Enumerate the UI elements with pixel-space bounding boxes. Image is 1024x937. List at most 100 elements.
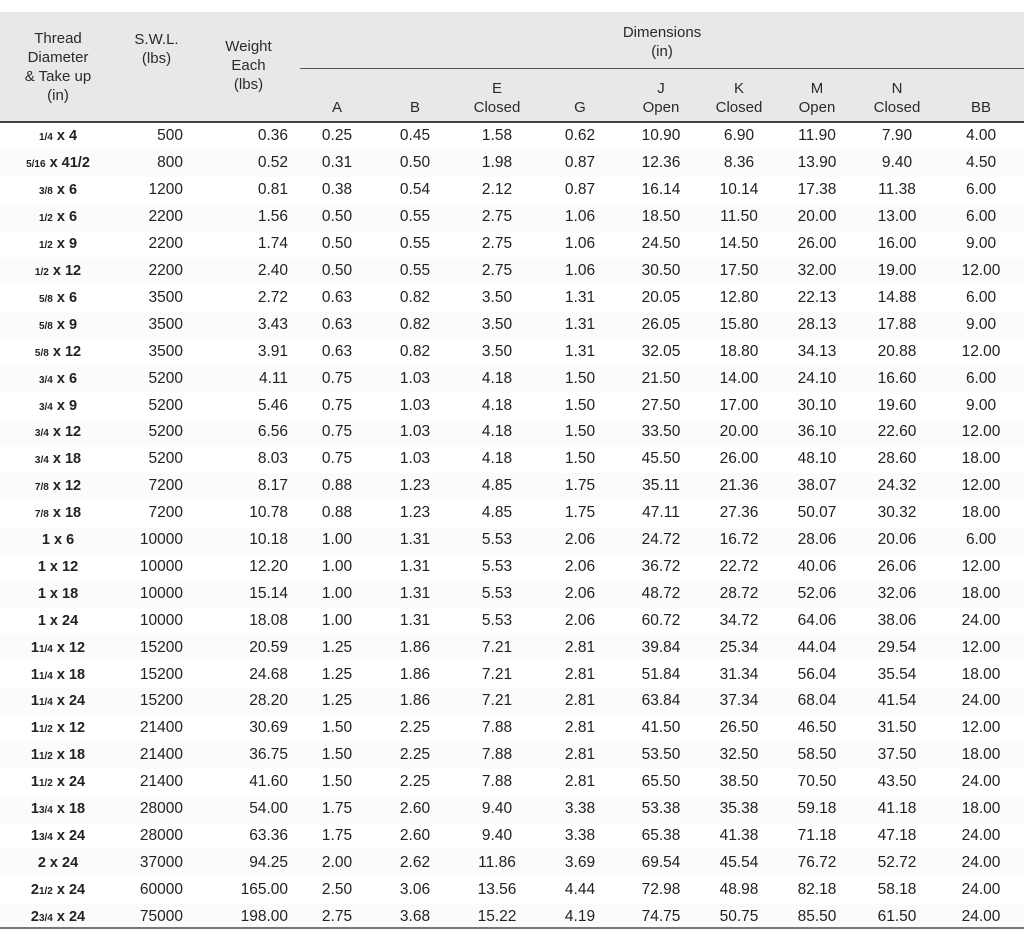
dim-n-cell: 32.06 bbox=[856, 580, 938, 608]
weight-cell: 198.00 bbox=[197, 903, 300, 931]
dim-j-cell: 26.05 bbox=[622, 311, 700, 339]
thread-size-cell: 5/8 x 6 bbox=[0, 284, 116, 311]
thread-frac: 1/2 bbox=[38, 724, 53, 736]
dim-b-cell: 1.03 bbox=[374, 365, 456, 393]
thread-size-cell: 5/8 x 12 bbox=[0, 338, 116, 365]
dim-e-cell: 15.22 bbox=[456, 903, 538, 931]
thread-separator: x bbox=[52, 666, 69, 683]
table-row: 5/8 x 12 3500 3.91 0.63 0.82 3.50 1.31 32.05 18.… bbox=[0, 338, 1024, 365]
dim-m-cell: 36.10 bbox=[778, 418, 856, 446]
dim-m-cell: 46.50 bbox=[797, 719, 837, 737]
thread-take: 24 bbox=[68, 881, 86, 898]
thread-separator: x bbox=[52, 881, 69, 898]
thread-take: 6 bbox=[68, 370, 78, 387]
dim-e-cell: 5.53 bbox=[481, 611, 513, 629]
header-dim-qualifier: Closed bbox=[473, 99, 521, 116]
swl-cell: 7200 bbox=[116, 472, 197, 500]
dim-bb-cell: 24.00 bbox=[961, 880, 1001, 898]
dim-m-cell: 76.72 bbox=[778, 849, 856, 877]
table-row: 11/4 x 12 15200 20.59 1.25 1.86 7.21 2.81 39.84… bbox=[0, 634, 1024, 662]
dim-n-cell: 41.18 bbox=[856, 795, 938, 823]
thread-take: 18 bbox=[64, 505, 82, 522]
swl-cell: 3500 bbox=[116, 311, 197, 339]
dim-k-cell: 26.50 bbox=[719, 719, 759, 737]
dim-g-cell: 2.06 bbox=[538, 526, 622, 554]
thread-size-cell: 3/4 x 9 bbox=[0, 392, 116, 419]
table-row: 5/8 x 9 3500 3.43 0.63 0.82 3.50 1.31 26.05 15.8… bbox=[0, 311, 1024, 339]
header-weight-line: Each bbox=[231, 57, 266, 74]
dim-bb-cell: 24.00 bbox=[961, 773, 1001, 791]
swl-cell: 37000 bbox=[116, 849, 197, 877]
header-dim-m: M Open bbox=[778, 68, 856, 122]
header-weight: Weight Each (lbs) bbox=[197, 12, 300, 122]
dim-a-cell: 1.50 bbox=[321, 773, 353, 791]
thread-separator: x bbox=[48, 262, 65, 279]
dim-a-cell: 1.00 bbox=[300, 526, 374, 554]
weight-cell: 0.81 bbox=[257, 181, 288, 199]
dim-a-cell: 0.25 bbox=[321, 127, 353, 145]
dim-k-cell: 14.50 bbox=[719, 235, 759, 253]
table-row: 11/2 x 18 21400 36.75 1.50 2.25 7.88 2.81 53.50… bbox=[0, 741, 1024, 769]
dim-g-cell: 2.81 bbox=[564, 665, 596, 683]
thread-whole: 2 bbox=[30, 908, 39, 925]
thread-size-cell: 1/2 x 12 bbox=[0, 257, 116, 285]
thread-take: 24 bbox=[62, 854, 79, 871]
dim-k-cell: 34.72 bbox=[719, 611, 759, 629]
dim-b-cell: 0.82 bbox=[374, 311, 456, 339]
header-dim-n: N Closed bbox=[856, 68, 938, 122]
dim-a-cell: 0.88 bbox=[321, 504, 353, 522]
thread-take: 12 bbox=[68, 639, 86, 656]
thread-size-cell: 3/4 x 6 bbox=[0, 365, 116, 393]
dim-e-cell: 1.58 bbox=[481, 127, 513, 145]
header-dim-qualifier: Open bbox=[798, 99, 836, 116]
thread-size-cell: 11/2 x 12 bbox=[0, 715, 116, 742]
header-dimensions: Dimensions (in) bbox=[300, 12, 1024, 69]
dim-j-cell: 24.50 bbox=[641, 235, 681, 253]
weight-cell: 36.75 bbox=[197, 741, 300, 769]
table-row: 1 x 18 10000 15.14 1.00 1.31 5.53 2.06 48.72 28.… bbox=[0, 580, 1024, 608]
header-dimensions-line: (in) bbox=[651, 43, 673, 60]
dim-bb-cell: 18.00 bbox=[938, 795, 1024, 823]
dim-g-cell: 1.06 bbox=[538, 203, 622, 231]
dim-a-cell: 2.50 bbox=[321, 880, 353, 898]
swl-cell: 28000 bbox=[139, 827, 183, 845]
dim-bb-cell: 4.50 bbox=[938, 149, 1024, 177]
weight-cell: 0.52 bbox=[197, 149, 300, 177]
dim-m-cell: 48.10 bbox=[797, 450, 837, 468]
weight-cell: 4.11 bbox=[197, 365, 300, 393]
weight-cell: 10.78 bbox=[249, 504, 288, 522]
thread-separator: x bbox=[48, 505, 65, 522]
header-dim-letter: M bbox=[810, 80, 824, 97]
thread-size-cell: 5/8 x 9 bbox=[0, 311, 116, 339]
dim-e-cell: 5.53 bbox=[456, 526, 538, 554]
thread-frac: 1/2 bbox=[38, 778, 53, 790]
dim-g-cell: 3.38 bbox=[538, 795, 622, 823]
dim-m-cell: 70.50 bbox=[797, 773, 837, 791]
swl-cell: 15200 bbox=[139, 665, 183, 683]
dim-bb-cell: 12.00 bbox=[938, 472, 1024, 500]
dim-bb-cell: 6.00 bbox=[938, 365, 1024, 393]
thread-whole: 1 bbox=[30, 720, 39, 737]
thread-separator: x bbox=[52, 908, 69, 925]
dim-a-cell: 1.50 bbox=[300, 741, 374, 769]
dim-bb-cell: 6.00 bbox=[965, 288, 997, 306]
dim-b-cell: 0.82 bbox=[399, 288, 431, 306]
table-row: 3/8 x 6 1200 0.81 0.38 0.54 2.12 0.87 16.14 10.1… bbox=[0, 177, 1024, 204]
thread-take: 6 bbox=[68, 182, 78, 199]
dimension-subheader-row: A B E Closed G J Open K Closed M Open N Closed BB bbox=[0, 68, 1024, 122]
thread-take: 24 bbox=[68, 908, 86, 925]
thread-take: 24 bbox=[68, 828, 86, 845]
swl-cell: 10000 bbox=[139, 557, 183, 575]
dim-a-cell: 2.00 bbox=[300, 849, 374, 877]
dim-e-cell: 3.50 bbox=[481, 342, 513, 360]
dim-k-cell: 37.34 bbox=[700, 688, 778, 715]
dim-b-cell: 1.86 bbox=[374, 688, 456, 715]
thread-size-cell: 1 x 24 bbox=[0, 607, 116, 634]
thread-whole: 1 bbox=[37, 558, 46, 575]
dim-m-cell: 38.07 bbox=[778, 472, 856, 500]
weight-cell: 94.25 bbox=[197, 849, 300, 877]
dim-b-cell: 2.25 bbox=[399, 719, 431, 737]
swl-cell: 800 bbox=[116, 149, 197, 177]
dim-b-cell: 1.31 bbox=[374, 526, 456, 554]
thread-whole: 1 bbox=[30, 639, 39, 656]
